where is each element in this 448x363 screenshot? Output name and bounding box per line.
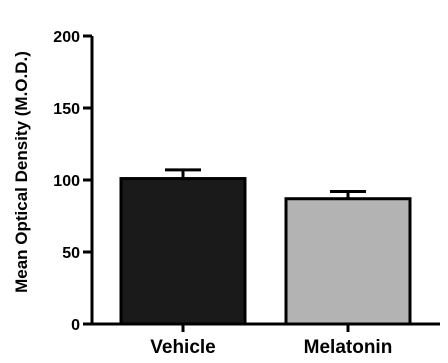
bar-melatonin bbox=[286, 199, 410, 324]
x-axis: Vehicle Melatonin bbox=[91, 324, 440, 358]
bars bbox=[121, 170, 410, 324]
axis-labels: Mean Optical Density (M.O.D.) bbox=[12, 51, 31, 293]
y-tick-label: 100 bbox=[53, 173, 80, 190]
y-axis: 0 50 100 150 200 bbox=[53, 29, 92, 334]
x-tick-label-melatonin: Melatonin bbox=[304, 337, 393, 358]
y-tick-label: 50 bbox=[62, 245, 80, 262]
y-axis-label: Mean Optical Density (M.O.D.) bbox=[12, 51, 31, 293]
bar-vehicle bbox=[121, 179, 245, 324]
x-tick-label-vehicle: Vehicle bbox=[150, 337, 216, 358]
y-tick-label: 200 bbox=[53, 29, 80, 46]
y-tick-label: 0 bbox=[71, 317, 80, 334]
y-tick-label: 150 bbox=[53, 101, 80, 118]
